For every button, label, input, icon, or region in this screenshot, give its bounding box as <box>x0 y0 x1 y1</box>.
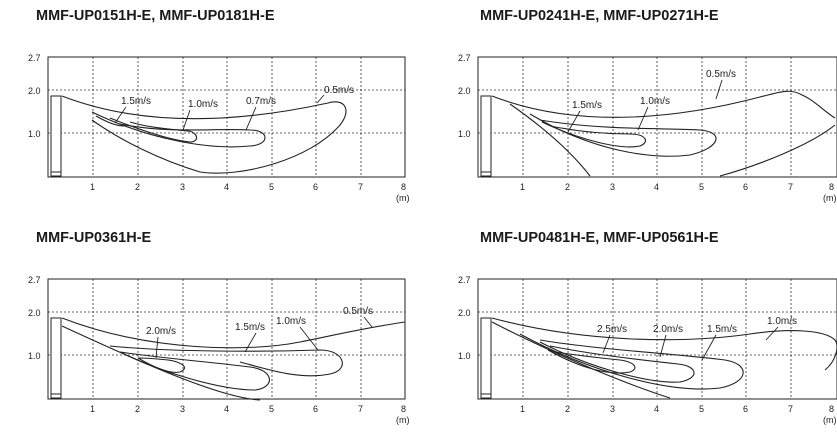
y-tick: 1.0 <box>28 351 41 361</box>
x-tick: 3 <box>610 404 615 414</box>
x-tick: 6 <box>743 404 748 414</box>
x-tick: 1 <box>90 182 95 192</box>
x-tick: 6 <box>743 182 748 192</box>
x-tick: 5 <box>269 404 274 414</box>
y-tick: 2.0 <box>458 308 471 318</box>
y-tick: 2.0 <box>28 86 41 96</box>
x-unit: (m) <box>396 415 410 425</box>
y-tick: 2.7 <box>28 275 41 285</box>
x-tick: 4 <box>654 182 659 192</box>
airflow-panel-p1: MMF-UP0151H-E, MMF-UP0181H-E 2.7 2.0 1.0… <box>28 8 446 220</box>
x-tick: 2 <box>565 182 570 192</box>
x-tick: 5 <box>699 182 704 192</box>
grid <box>47 278 406 400</box>
y-tick: 1.0 <box>28 129 41 139</box>
x-tick: 5 <box>269 182 274 192</box>
velocity-label: 2.0m/s <box>146 326 176 337</box>
x-tick: 6 <box>313 404 318 414</box>
x-tick: 7 <box>358 404 363 414</box>
velocity-label: 0.5m/s <box>706 69 736 80</box>
x-tick: 4 <box>224 182 229 192</box>
y-tick: 2.7 <box>28 53 41 63</box>
x-tick: 7 <box>788 404 793 414</box>
velocity-contours <box>61 317 406 401</box>
velocity-label: 1.5m/s <box>707 324 737 335</box>
velocity-label: 1.5m/s <box>121 96 151 107</box>
panel-title: MMF-UP0361H-E <box>36 230 152 246</box>
panel-title: MMF-UP0151H-E, MMF-UP0181H-E <box>36 8 275 24</box>
velocity-label: 0.5m/s <box>324 85 354 96</box>
velocity-label: 1.0m/s <box>188 99 218 110</box>
airflow-panel-p3: MMF-UP0361H-E 2.7 2.0 1.0 1 2 3 <box>28 230 446 442</box>
indoor-unit-icon <box>50 95 62 177</box>
y-tick: 2.7 <box>458 275 471 285</box>
x-tick: 7 <box>358 182 363 192</box>
velocity-label: 2.0m/s <box>653 324 683 335</box>
velocity-label: 1.5m/s <box>572 100 602 111</box>
x-tick: 4 <box>654 404 659 414</box>
x-tick: 5 <box>699 404 704 414</box>
x-tick: 3 <box>180 404 185 414</box>
airflow-panel-p4: MMF-UP0481H-E, MMF-UP0561H-E 2.7 2.0 1.0… <box>458 230 837 442</box>
x-tick: 3 <box>610 182 615 192</box>
grid <box>47 56 406 178</box>
indoor-unit-icon <box>50 317 62 399</box>
x-unit: (m) <box>823 415 837 425</box>
airflow-plot: 2.7 2.0 1.0 1 2 3 4 5 6 7 8 (m) 2.5m/s 2… <box>458 275 837 425</box>
x-tick: 1 <box>520 404 525 414</box>
velocity-label: 0.7m/s <box>246 96 276 107</box>
velocity-label: 2.5m/s <box>597 324 627 335</box>
y-tick: 2.0 <box>28 308 41 318</box>
velocity-label: 0.5m/s <box>343 306 373 317</box>
indoor-unit-icon <box>480 95 492 177</box>
airflow-panel-p2: MMF-UP0241H-E, MMF-UP0271H-E 2.7 2.0 1.0… <box>458 8 837 220</box>
x-tick: 8 <box>401 404 406 414</box>
x-tick: 1 <box>90 404 95 414</box>
airflow-plot: 2.7 2.0 1.0 1 2 3 4 5 6 7 8 (m) 1.5m/s 1… <box>28 53 410 203</box>
x-tick: 8 <box>829 182 834 192</box>
panel-title: MMF-UP0481H-E, MMF-UP0561H-E <box>480 230 719 246</box>
grid <box>477 278 837 400</box>
y-tick: 1.0 <box>458 129 471 139</box>
x-tick: 2 <box>135 182 140 192</box>
x-tick: 8 <box>401 182 406 192</box>
velocity-label: 1.0m/s <box>640 96 670 107</box>
x-unit: (m) <box>823 193 837 203</box>
x-tick: 6 <box>313 182 318 192</box>
x-tick: 8 <box>829 404 834 414</box>
y-tick: 2.7 <box>458 53 471 63</box>
y-tick: 2.0 <box>458 86 471 96</box>
x-tick: 1 <box>520 182 525 192</box>
velocity-label: 1.0m/s <box>276 316 306 327</box>
x-tick: 3 <box>180 182 185 192</box>
airflow-plot: 2.7 2.0 1.0 1 2 3 4 5 6 7 8 (m) 1.5m/s 1… <box>458 53 837 203</box>
x-tick: 4 <box>224 404 229 414</box>
x-tick: 2 <box>565 404 570 414</box>
panel-title: MMF-UP0241H-E, MMF-UP0271H-E <box>480 8 719 24</box>
velocity-contours <box>491 90 836 177</box>
grid <box>477 56 837 178</box>
x-unit: (m) <box>396 193 410 203</box>
x-tick: 2 <box>135 404 140 414</box>
y-tick: 1.0 <box>458 351 471 361</box>
airflow-plot: 2.7 2.0 1.0 1 2 3 4 5 6 7 8 (m) 2.0m/s 1… <box>28 275 410 425</box>
x-tick: 7 <box>788 182 793 192</box>
velocity-label: 1.5m/s <box>235 322 265 333</box>
velocity-label: 1.0m/s <box>767 316 797 327</box>
indoor-unit-icon <box>480 317 492 399</box>
